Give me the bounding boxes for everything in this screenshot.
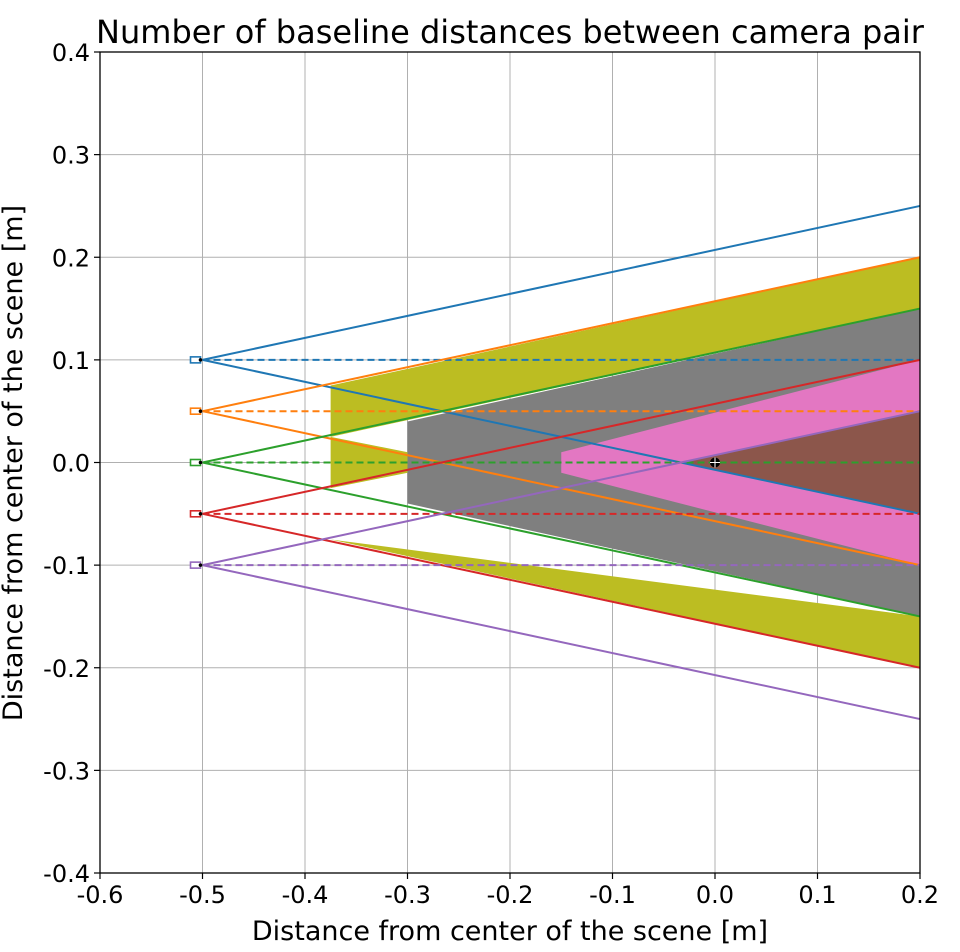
- camera-0-upper-ray: [202, 204, 921, 361]
- chart-title: Number of baseline distances between cam…: [96, 13, 925, 51]
- camera-2-lens: [198, 460, 203, 465]
- camera-0-lens: [198, 358, 203, 362]
- x-tick-label: -0.2: [487, 881, 534, 909]
- x-tick-label: -0.4: [282, 881, 329, 909]
- y-tick-label: -0.4: [43, 860, 90, 888]
- y-tick-label: 0.0: [52, 450, 90, 478]
- camera-3-lens: [198, 512, 203, 516]
- camera-4-lower-ray: [202, 564, 921, 721]
- x-tick-label: 0.1: [798, 881, 836, 909]
- y-axis-label: Distance from center of the scene [m]: [0, 205, 29, 721]
- x-tick-label: 0.2: [901, 881, 939, 909]
- camera-1-upper-ray: [202, 256, 921, 413]
- y-tick-label: -0.2: [43, 655, 90, 683]
- camera-3-upper-ray: [202, 358, 921, 515]
- x-tick-label: -0.6: [77, 881, 124, 909]
- camera-4-lens: [198, 563, 203, 567]
- y-tick-label: 0.1: [52, 347, 90, 375]
- x-tick-label: -0.3: [384, 881, 431, 909]
- x-tick-label: -0.1: [589, 881, 636, 909]
- y-tick-label: -0.1: [43, 552, 90, 580]
- x-axis-ticks: -0.6 -0.5 -0.4 -0.3 -0.2 -0.1 0.0 0.1 0.2: [77, 873, 939, 909]
- camera-1-lens: [198, 409, 203, 413]
- x-axis-label: Distance from center of the scene [m]: [252, 916, 768, 947]
- camera-2-upper-ray: [202, 307, 921, 464]
- camera-lines: [202, 204, 921, 721]
- camera-markers: [189, 356, 720, 569]
- y-axis-ticks: 0.4 0.3 0.2 0.1 0.0 -0.1 -0.2 -0.3 -0.4: [43, 39, 100, 888]
- y-tick-label: -0.3: [43, 757, 90, 785]
- camera-4-upper-ray: [202, 410, 921, 567]
- y-tick-label: 0.3: [52, 142, 90, 170]
- y-tick-label: 0.4: [52, 39, 90, 67]
- x-tick-label: 0.0: [696, 881, 734, 909]
- x-tick-label: -0.5: [179, 881, 226, 909]
- y-tick-label: 0.2: [52, 244, 90, 272]
